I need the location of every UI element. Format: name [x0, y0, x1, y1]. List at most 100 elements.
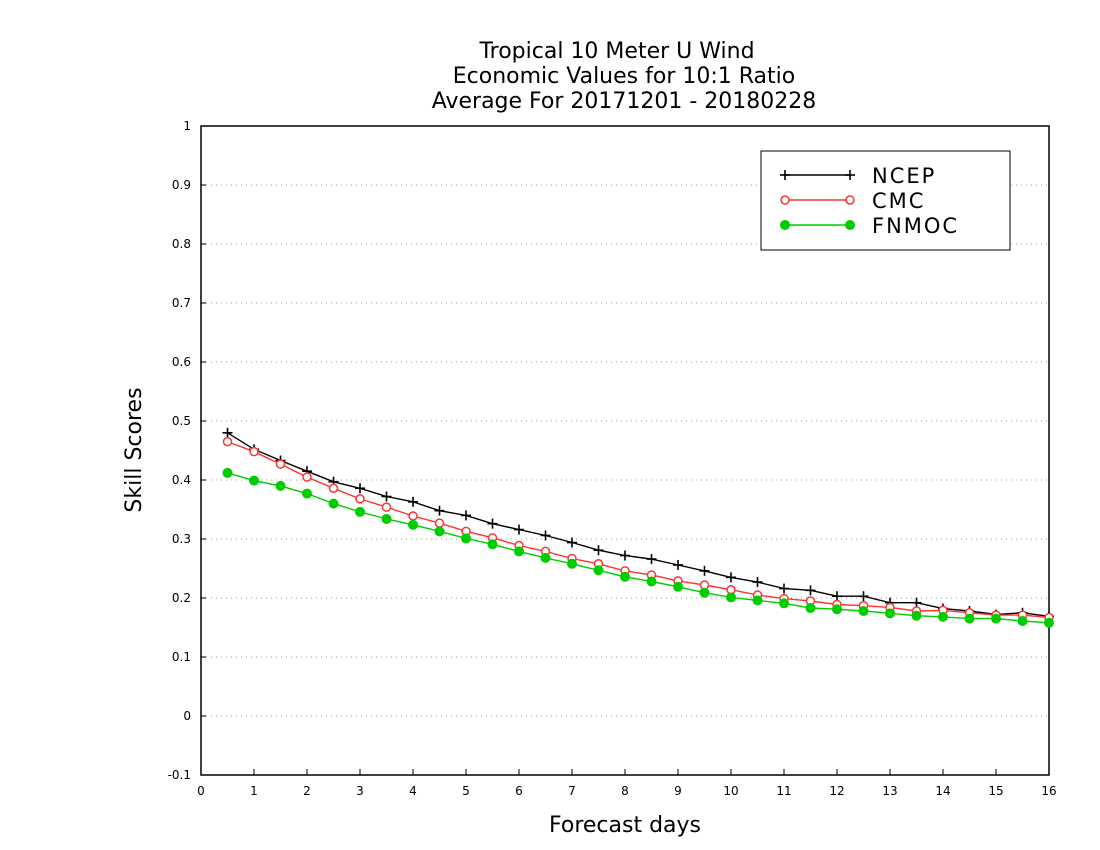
data-point-fnmoc [355, 506, 365, 517]
data-point-ncep [726, 572, 736, 583]
data-point-fnmoc [302, 488, 312, 499]
title-line-2: Economic Values for 10:1 Ratio [453, 64, 795, 89]
data-point-fnmoc [1044, 617, 1054, 628]
data-point-fnmoc [408, 519, 418, 530]
data-point-cmc [328, 483, 339, 494]
data-point-ncep [355, 483, 365, 494]
y-tick-label: 1 [183, 119, 191, 133]
x-tick-label: 8 [621, 784, 629, 798]
legend-marker-cmc [845, 195, 855, 205]
data-point-fnmoc [620, 571, 630, 582]
y-tick-label: 0.2 [172, 591, 191, 605]
data-point-fnmoc [991, 613, 1001, 624]
y-tick-label: 0.9 [172, 178, 191, 192]
data-point-fnmoc [593, 565, 604, 576]
data-point-fnmoc [381, 513, 392, 524]
x-tick-label: 2 [303, 784, 311, 798]
legend-item-ncep: NCEP [780, 164, 936, 188]
data-point-ncep [514, 524, 524, 535]
y-tick-label: 0.8 [172, 237, 191, 251]
data-point-ncep [222, 427, 233, 438]
y-tick-label: 0 [183, 709, 191, 723]
x-tick-label: 9 [674, 784, 682, 798]
data-point-ncep [646, 554, 657, 565]
data-point-fnmoc [434, 526, 445, 537]
series-cmc [222, 436, 1054, 623]
data-point-ncep [673, 559, 683, 570]
x-tick-label: 13 [882, 784, 897, 798]
data-point-fnmoc [328, 498, 339, 509]
y-axis: -0.1 0 0.1 0.2 0.3 0.4 0.5 0.6 0.7 0.8 0.9 1 [168, 119, 206, 782]
data-point-ncep [381, 491, 392, 502]
data-point-fnmoc [699, 587, 710, 598]
x-tick-label: 1 [250, 784, 258, 798]
series-fnmoc [222, 467, 1054, 628]
series-line-cmc [227, 440, 1050, 619]
x-axis: 0 1 2 3 4 5 6 7 8 9 10 11 12 13 14 15 16 [197, 769, 1057, 798]
x-tick-label: 16 [1041, 784, 1056, 798]
title-line-3: Average For 20171201 - 20180228 [432, 89, 817, 114]
data-point-fnmoc [938, 611, 948, 622]
grid-lines [201, 184, 1049, 717]
data-point-ncep [779, 583, 789, 594]
x-tick-label: 7 [568, 784, 576, 798]
data-point-ncep [699, 565, 710, 576]
data-point-fnmoc [514, 546, 524, 557]
data-point-fnmoc [540, 552, 551, 563]
x-tick-label: 6 [515, 784, 523, 798]
legend-label-ncep: NCEP [872, 164, 936, 188]
data-point-cmc [408, 511, 418, 521]
legend-item-fnmoc: FNMOC [780, 214, 959, 238]
x-tick-label: 4 [409, 784, 417, 798]
data-point-fnmoc [832, 604, 842, 615]
y-tick-label: 0.1 [172, 650, 191, 664]
data-point-fnmoc [726, 592, 736, 603]
data-point-cmc [381, 502, 392, 512]
data-point-fnmoc [885, 608, 895, 619]
data-point-ncep [858, 591, 869, 602]
data-point-ncep [408, 496, 418, 507]
data-point-fnmoc [779, 598, 789, 609]
data-point-cmc [434, 518, 445, 528]
data-point-ncep [461, 510, 471, 521]
data-point-fnmoc [673, 581, 683, 592]
legend-item-cmc: CMC [780, 189, 925, 213]
data-point-fnmoc [858, 605, 869, 616]
data-point-ncep [620, 550, 630, 561]
data-point-ncep [567, 537, 577, 548]
y-tick-label: 0.3 [172, 532, 191, 546]
x-tick-label: 11 [776, 784, 791, 798]
data-point-fnmoc [646, 576, 657, 587]
x-tick-label: 12 [829, 784, 844, 798]
data-point-fnmoc [249, 475, 259, 486]
x-tick-label: 10 [723, 784, 738, 798]
data-point-cmc [302, 472, 312, 482]
legend-marker-ncep [780, 170, 790, 180]
legend-marker-fnmoc [780, 220, 790, 230]
data-point-cmc [222, 436, 233, 447]
legend-marker-ncep [845, 170, 855, 180]
data-point-ncep [805, 585, 816, 596]
x-tick-label: 15 [988, 784, 1003, 798]
y-tick-label: 0.6 [172, 355, 191, 369]
data-point-cmc [275, 459, 286, 469]
y-tick-label: 0.4 [172, 473, 191, 487]
x-tick-label: 14 [935, 784, 950, 798]
data-point-ncep [487, 518, 498, 529]
legend-marker-cmc [780, 195, 790, 205]
data-point-fnmoc [1017, 616, 1028, 627]
y-tick-label: 0.7 [172, 296, 191, 310]
legend-label-cmc: CMC [872, 189, 925, 213]
data-point-ncep [593, 545, 604, 556]
data-point-cmc [355, 494, 365, 504]
data-point-fnmoc [487, 539, 498, 550]
data-point-fnmoc [752, 595, 763, 606]
y-axis-label: Skill Scores [122, 387, 147, 512]
data-point-fnmoc [964, 613, 975, 624]
legend-label-fnmoc: FNMOC [872, 214, 959, 238]
data-point-ncep [540, 530, 551, 541]
series-line-ncep [227, 432, 1050, 617]
x-tick-label: 5 [462, 784, 470, 798]
